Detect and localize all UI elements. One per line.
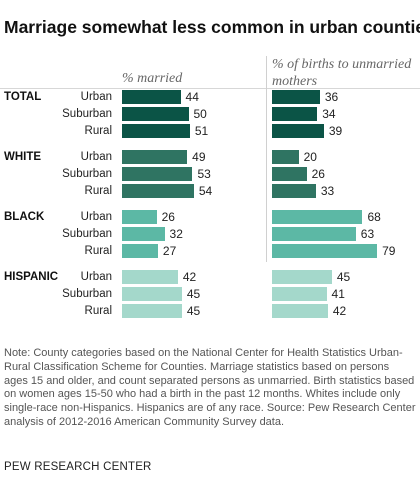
bar-births-hispanic-suburban [272,287,327,301]
chart-title: Marriage somewhat less common in urban c… [4,17,420,37]
births-column-header: % of births to unmarried mothers [272,57,412,89]
value-married-total-rural: 51 [194,124,209,138]
footer-credit: PEW RESEARCH CENTER [4,461,152,473]
bar-births-white-suburban [272,167,307,181]
value-married-white-rural: 54 [198,184,213,198]
bar-married-white-suburban [122,167,193,181]
row-label-hispanic-rural: Rural [84,305,112,317]
row-label-total-rural: Rural [84,125,112,137]
married-column-header: % married [122,71,183,86]
group-label-total: TOTAL [4,91,42,103]
column-divider [266,56,267,262]
value-married-hispanic-urban: 42 [182,270,197,284]
row-label-total-urban: Urban [80,91,112,103]
value-married-total-urban: 44 [185,90,199,104]
bar-births-total-urban [272,90,320,104]
value-births-white-suburban: 26 [311,167,325,181]
bar-births-black-urban [272,210,363,224]
value-married-white-urban: 49 [192,150,206,164]
value-married-black-suburban: 32 [169,227,183,241]
bar-married-black-rural [122,244,158,258]
value-births-hispanic-urban: 45 [336,270,351,284]
group-label-hispanic: HISPANIC [4,271,59,283]
bar-births-hispanic-rural [272,304,328,318]
bar-births-black-rural [272,244,378,258]
value-births-total-rural: 39 [328,124,343,138]
bar-births-total-rural [272,124,324,138]
bar-married-total-suburban [122,107,189,121]
row-label-total-suburban: Suburban [62,108,112,120]
bar-married-white-urban [122,150,188,164]
value-married-hispanic-suburban: 45 [186,287,201,301]
bar-births-white-rural [272,184,316,198]
bar-married-white-rural [122,184,194,198]
row-label-white-urban: Urban [80,151,112,163]
row-label-hispanic-urban: Urban [80,271,112,283]
value-births-white-rural: 33 [320,184,335,198]
value-births-black-rural: 79 [382,244,396,258]
bar-births-black-suburban [272,227,356,241]
row-label-hispanic-suburban: Suburban [62,288,112,300]
bar-married-hispanic-urban [122,270,178,284]
bar-married-total-rural [122,124,190,138]
group-label-white: WHITE [4,151,42,163]
bar-births-total-suburban [272,107,318,121]
value-married-total-suburban: 50 [193,107,207,121]
value-births-total-suburban: 34 [322,107,336,121]
value-births-hispanic-suburban: 41 [331,287,345,301]
bar-married-black-urban [122,210,157,224]
value-births-hispanic-rural: 42 [332,304,347,318]
bar-births-white-urban [272,150,299,164]
value-married-hispanic-rural: 45 [186,304,201,318]
header-rule [0,88,420,89]
note-text: Note: County categories based on the Nat… [4,347,415,415]
row-label-white-rural: Rural [84,185,112,197]
bar-married-hispanic-suburban [122,287,182,301]
bar-married-total-urban [122,90,181,104]
value-births-black-urban: 68 [367,210,381,224]
value-births-white-urban: 20 [303,150,317,164]
source-text: Source: Pew Research Center analysis of … [4,402,416,428]
row-label-black-suburban: Suburban [62,228,112,240]
group-label-black: BLACK [4,211,45,223]
value-births-black-suburban: 63 [360,227,375,241]
bar-married-black-suburban [122,227,165,241]
row-label-white-suburban: Suburban [62,168,112,180]
value-married-black-rural: 27 [162,244,177,258]
row-label-black-rural: Rural [84,245,112,257]
bar-births-hispanic-urban [272,270,332,284]
chart-note: Note: County categories based on the Nat… [4,347,416,430]
bar-married-hispanic-rural [122,304,182,318]
value-births-total-urban: 36 [324,90,339,104]
value-married-white-suburban: 53 [197,167,211,181]
value-married-black-urban: 26 [161,210,175,224]
row-label-black-urban: Urban [80,211,112,223]
